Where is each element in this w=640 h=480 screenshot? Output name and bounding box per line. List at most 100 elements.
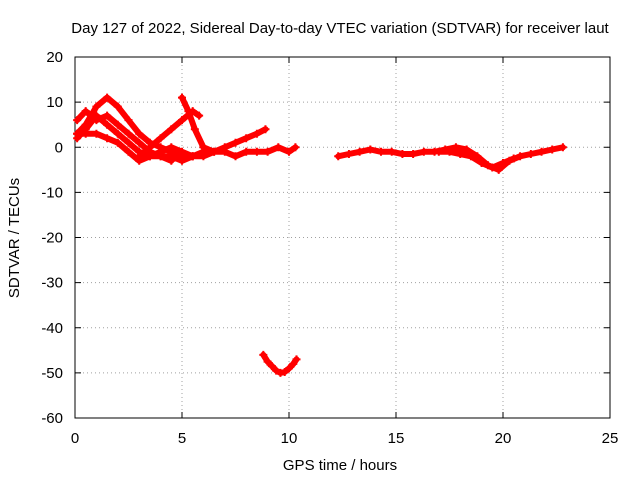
data-point <box>195 111 204 120</box>
y-tick-label: 10 <box>46 94 63 111</box>
data-point <box>188 152 197 161</box>
data-point <box>280 367 289 376</box>
data-point <box>526 150 535 159</box>
y-tick-label: 20 <box>46 49 63 66</box>
data-point <box>103 111 112 120</box>
y-tick-label: -10 <box>41 184 63 201</box>
data-point <box>272 366 281 375</box>
data-point <box>466 152 475 161</box>
data-point <box>263 147 272 156</box>
data-series-arc-8 <box>334 143 567 174</box>
y-tick-label: -30 <box>41 275 63 292</box>
data-point <box>178 156 186 165</box>
data-point <box>73 116 82 125</box>
y-tick-label: -40 <box>41 320 63 337</box>
series-trace <box>335 144 566 173</box>
data-point <box>73 129 82 138</box>
data-point <box>488 163 497 172</box>
data-point <box>451 143 460 152</box>
data-point <box>145 143 154 152</box>
data-point <box>178 147 186 156</box>
data-point <box>285 147 293 156</box>
data-point <box>434 147 443 156</box>
data-point <box>242 134 251 143</box>
data-point <box>263 357 272 366</box>
x-tick-label: 15 <box>388 430 405 447</box>
x-tick-label: 20 <box>495 430 512 447</box>
data-point <box>289 359 298 368</box>
x-axis-label: GPS time / hours <box>283 457 397 474</box>
data-point <box>92 111 101 120</box>
data-point <box>113 129 122 138</box>
data-point <box>103 134 112 143</box>
data-point <box>462 145 471 154</box>
data-point <box>135 138 144 147</box>
data-point <box>92 102 101 111</box>
data-point <box>516 152 525 161</box>
data-point <box>274 143 283 152</box>
y-tick-label: -50 <box>41 365 63 382</box>
axis-ticks: 0 5 10 15 20 25 -60 -50 -40 -30 -20 -10 0 10 20 <box>41 49 618 447</box>
y-tick-label: -20 <box>41 230 63 247</box>
data-point <box>167 125 176 134</box>
x-tick-label: 10 <box>281 430 298 447</box>
data-point <box>509 154 518 163</box>
data-point <box>113 102 122 111</box>
data-point <box>398 150 407 159</box>
data-point <box>387 147 396 156</box>
data-point <box>261 125 270 134</box>
data-point <box>124 138 133 147</box>
data-point <box>145 152 154 161</box>
data-series-arc-4 <box>73 125 270 165</box>
data-point <box>355 147 364 156</box>
data-point <box>199 143 208 152</box>
data-point <box>156 134 165 143</box>
data-point <box>81 107 90 116</box>
data-point <box>292 355 301 364</box>
data-series-arc-5 <box>135 107 204 161</box>
data-point <box>548 145 557 154</box>
data-point <box>537 147 546 156</box>
x-tick-label: 5 <box>178 430 186 447</box>
data-series-arc-7 <box>259 350 301 377</box>
data-point <box>477 159 486 168</box>
data-point <box>334 152 343 161</box>
data-point <box>92 129 101 138</box>
data-point <box>419 147 428 156</box>
data-point <box>291 143 300 152</box>
y-axis-label: SDTVAR / TECUs <box>6 178 23 298</box>
data-point <box>259 350 268 359</box>
data-point <box>113 138 122 147</box>
data-point <box>167 156 176 165</box>
data-point <box>409 150 418 159</box>
data-marks <box>73 93 567 377</box>
x-tick-label: 0 <box>71 430 79 447</box>
data-point <box>242 147 251 156</box>
data-point <box>231 152 240 161</box>
data-point <box>103 93 112 102</box>
data-point <box>456 150 465 159</box>
y-tick-label: -60 <box>41 410 63 427</box>
data-series-arc-6 <box>178 93 300 161</box>
data-point <box>366 145 375 154</box>
data-point <box>184 107 193 116</box>
data-point <box>344 150 353 159</box>
data-point <box>231 138 240 147</box>
data-point <box>190 125 199 134</box>
data-point <box>103 120 112 129</box>
data-point <box>113 120 122 129</box>
data-point <box>199 152 208 161</box>
data-point <box>178 93 186 102</box>
data-point <box>167 143 176 152</box>
data-point <box>377 147 386 156</box>
data-point <box>135 152 144 161</box>
data-point <box>499 159 507 168</box>
data-point <box>445 147 454 156</box>
data-point <box>124 147 133 156</box>
data-point <box>210 147 219 156</box>
y-tick-label: 0 <box>55 139 63 156</box>
data-point <box>156 147 165 156</box>
data-point <box>124 129 133 138</box>
data-point <box>81 129 90 138</box>
